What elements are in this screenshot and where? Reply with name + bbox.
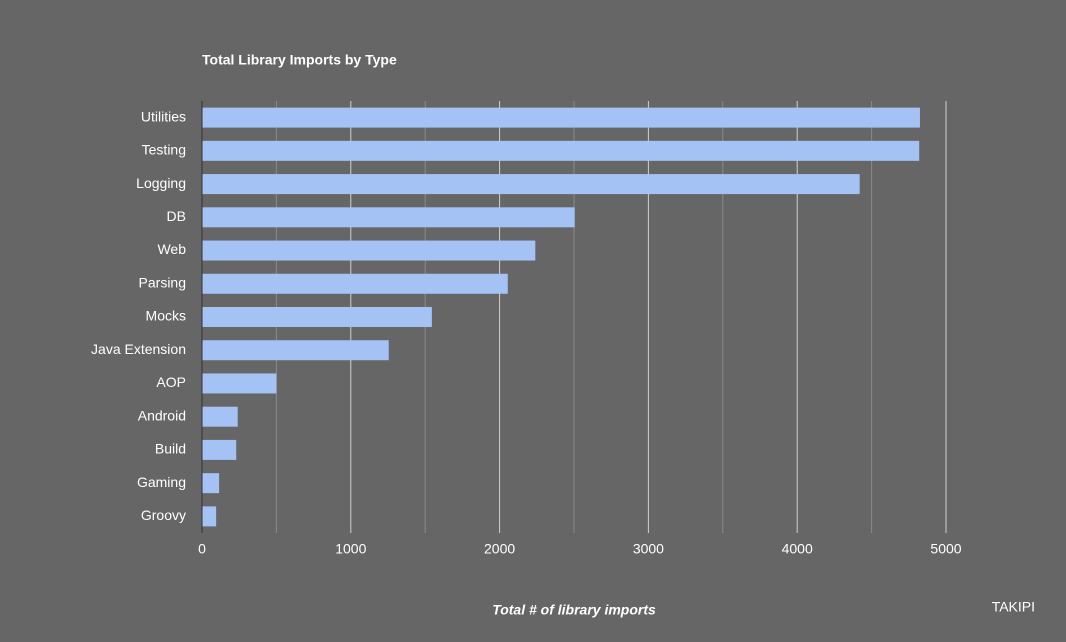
y-tick-label: Gaming bbox=[137, 474, 186, 490]
bar bbox=[202, 207, 575, 228]
y-tick-label: Mocks bbox=[146, 308, 186, 324]
bar bbox=[202, 107, 920, 128]
x-tick-label: 2000 bbox=[484, 541, 515, 557]
bar bbox=[202, 373, 277, 394]
y-tick-label: Utilities bbox=[141, 108, 186, 124]
bar bbox=[202, 406, 238, 427]
y-tick-label: Web bbox=[157, 241, 186, 257]
y-tick-label: Testing bbox=[142, 142, 186, 158]
bar bbox=[202, 240, 536, 261]
x-tick-label: 5000 bbox=[930, 541, 961, 557]
x-tick-label: 0 bbox=[198, 541, 206, 557]
x-tick-label: 1000 bbox=[335, 541, 366, 557]
chart-title: Total Library Imports by Type bbox=[202, 52, 397, 68]
bar bbox=[202, 140, 920, 161]
y-tick-label: Build bbox=[155, 441, 186, 457]
y-tick-label: DB bbox=[167, 208, 186, 224]
x-tick-label: 4000 bbox=[782, 541, 813, 557]
x-axis-label: Total # of library imports bbox=[492, 602, 656, 618]
x-tick-label: 3000 bbox=[633, 541, 664, 557]
bar bbox=[202, 473, 220, 494]
bar bbox=[202, 439, 237, 460]
bar bbox=[202, 506, 217, 527]
bar bbox=[202, 174, 860, 195]
bar bbox=[202, 307, 432, 327]
y-tick-label: AOP bbox=[156, 374, 186, 390]
y-tick-label: Groovy bbox=[141, 507, 186, 523]
y-tick-label: Logging bbox=[136, 175, 186, 191]
y-tick-label: Java Extension bbox=[91, 341, 186, 357]
y-tick-label: Android bbox=[138, 407, 186, 423]
watermark: TAKIPI bbox=[992, 599, 1035, 615]
bar bbox=[202, 273, 508, 294]
bar bbox=[202, 340, 389, 361]
y-tick-label: Parsing bbox=[139, 274, 186, 290]
